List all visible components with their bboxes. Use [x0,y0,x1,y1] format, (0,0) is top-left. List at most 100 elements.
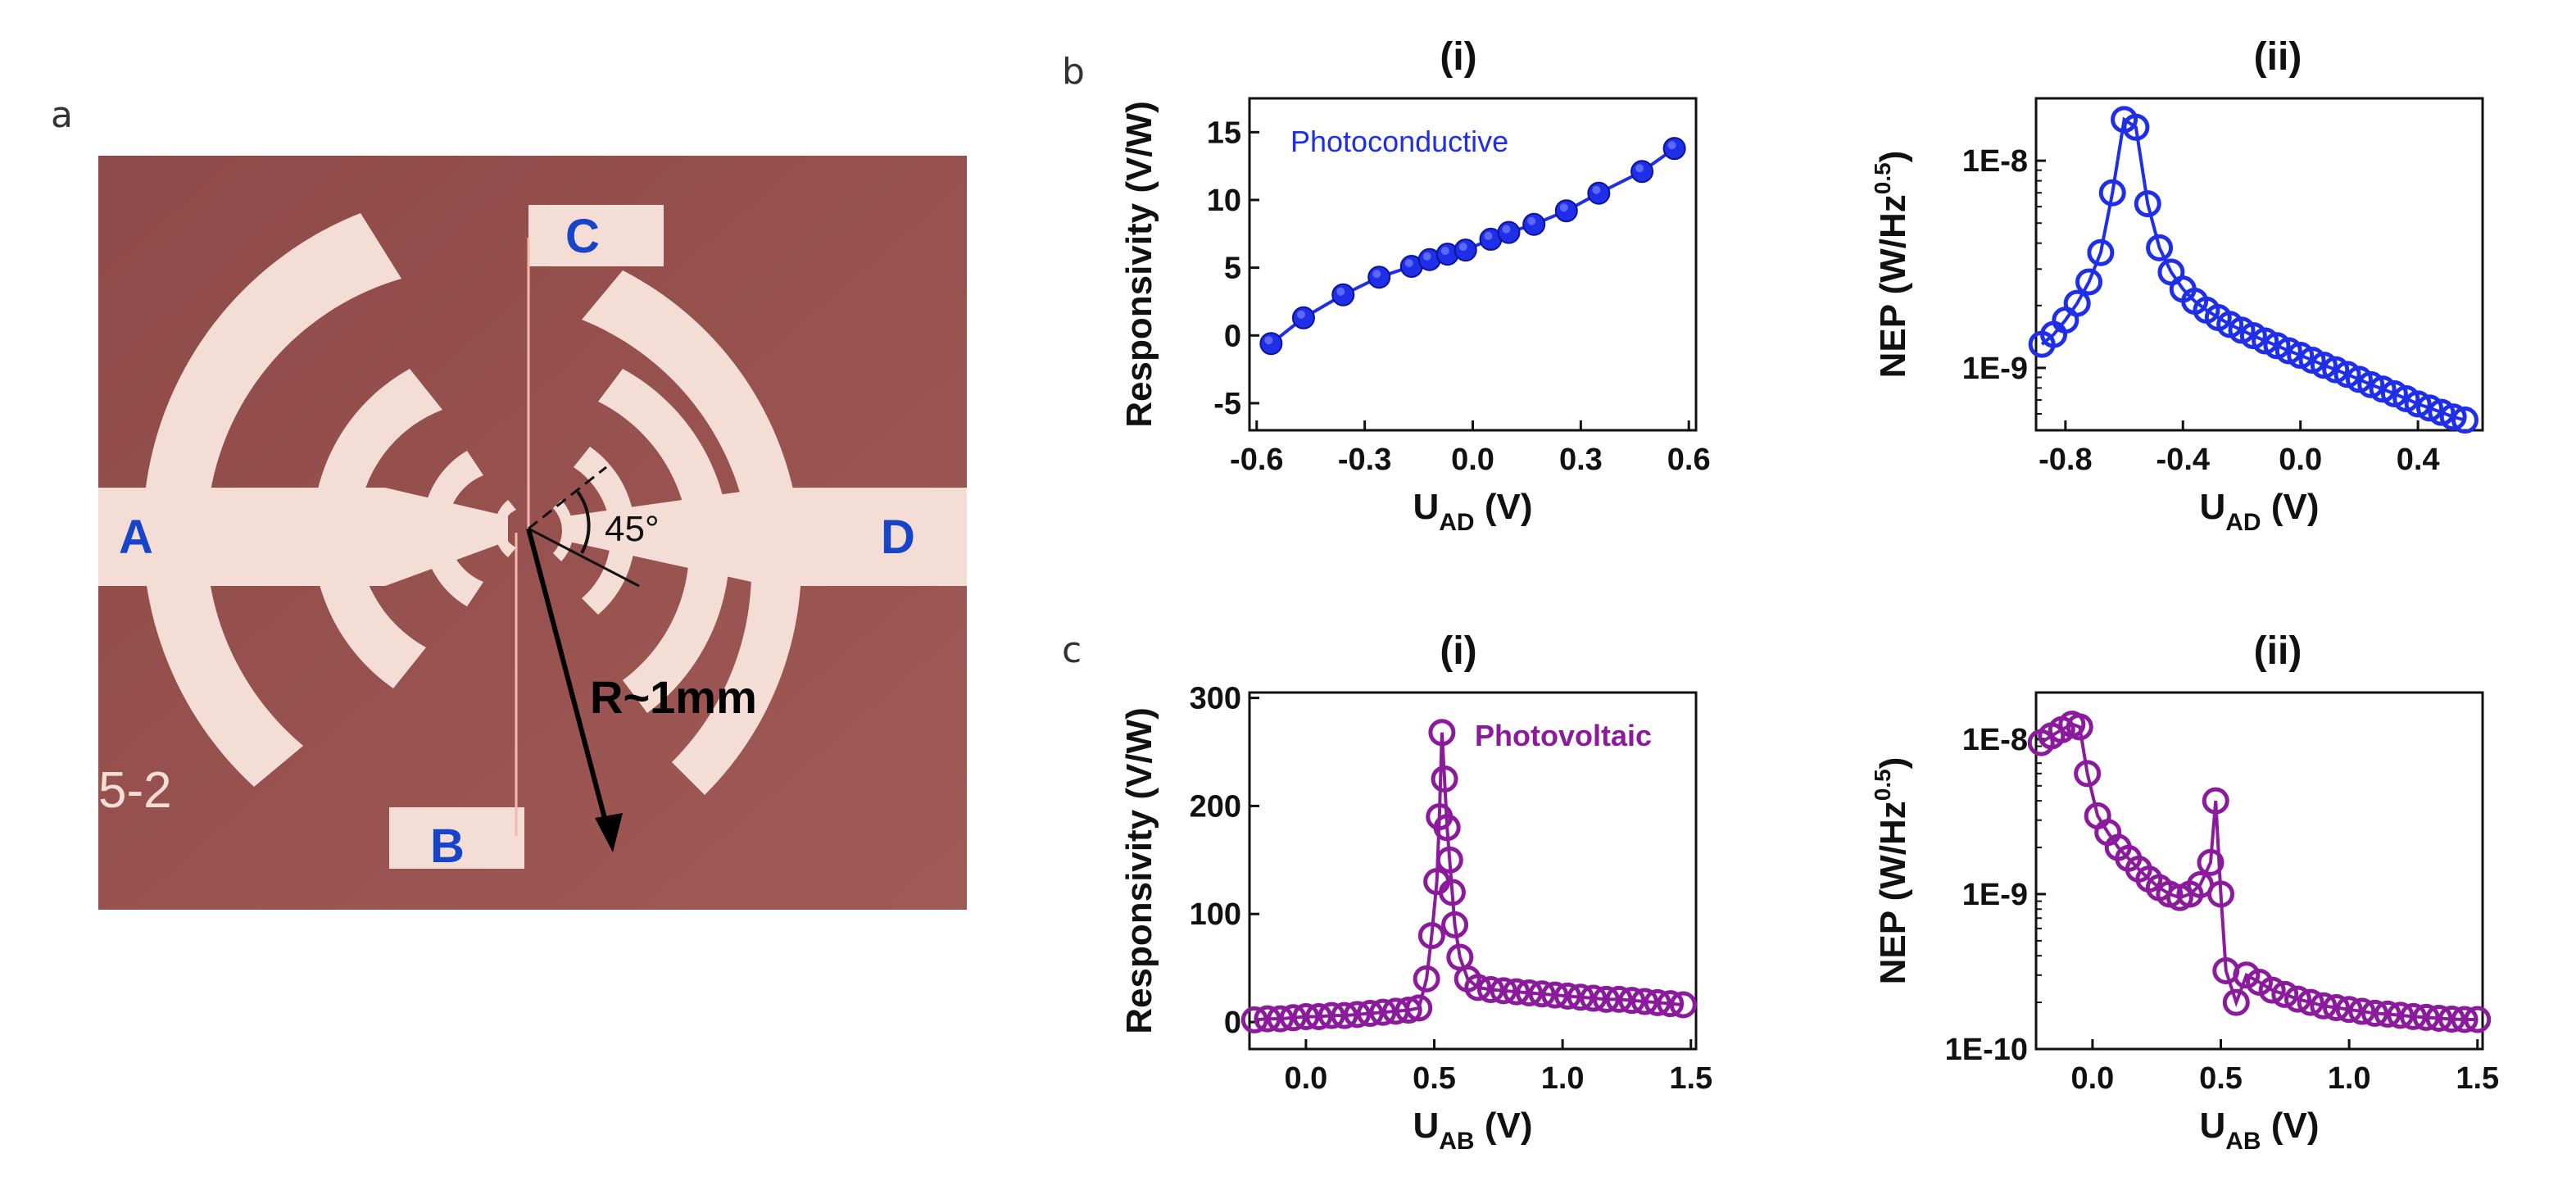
chart-b-ii: (ii) -0.8 -0.4 0.0 0.4 1E-9 1E-8 UAD (V) NEP (W… [1870,35,2484,536]
data-point [1464,974,1492,1002]
data-point [1528,980,1556,1008]
data-point [2310,352,2338,379]
data-point [1405,994,1433,1022]
data-point [1428,719,1456,747]
data-point [1433,814,1461,842]
angle-line-2 [528,527,640,588]
data-point [1592,985,1620,1013]
data-point [1438,879,1466,906]
y-tick-label: 0 [1224,319,1241,353]
data-point-highlight [1336,287,1345,296]
data-point [2271,980,2299,1008]
pad-label-c: C [565,210,600,263]
data-point [1454,238,1477,262]
data-point [2464,1006,2492,1033]
data-point [1567,983,1594,1011]
plot-frame [2034,97,2484,432]
data-point [2122,113,2150,141]
data-point [1554,199,1578,223]
x-tick-label: 0.0 [1451,443,1494,477]
data-point-highlight [1296,310,1305,319]
x-axis-label-main: U [1413,487,1439,527]
data-point-highlight [1527,216,1536,225]
data-point [2425,1004,2453,1032]
series-annotation: Photovoltaic [1475,719,1652,752]
pad-label-d: D [881,511,915,564]
y-axis-label: NEP (W/Hz0.5) [1870,757,1913,985]
data-point [2297,988,2324,1016]
y-axis-label-main: NEP (W/Hz [1873,801,1913,984]
data-point [2258,976,2286,1004]
sample-label: 5-2 [98,762,172,819]
plot-frame [1248,691,1698,1051]
x-axis-label-sub: AB [2225,1128,2261,1155]
x-tick-label: 1.5 [2456,1061,2499,1096]
angle-label: 45° [605,509,660,549]
data-point [1618,987,1646,1015]
x-tick-label: 1.0 [1541,1061,1585,1096]
x-axis-label: UAD (V) [2199,487,2319,536]
data-point [2451,407,2478,434]
data-point [1431,765,1458,793]
data-point [1553,982,1581,1010]
data-point [2439,403,2467,431]
data-point [2063,289,2091,317]
data-point [2074,760,2102,788]
data-point [1522,212,1546,236]
data-point [1476,976,1504,1003]
x-axis-label-main: U [2199,487,2225,527]
data-point [2357,370,2385,398]
x-axis-label-unit: (V) [1475,487,1533,527]
y-tick-label: 1E-8 [1962,144,2028,179]
radius-arrowhead [595,813,623,852]
y-tick-label: 200 [1190,789,1241,824]
data-point [1417,922,1445,950]
data-point-highlight [1372,270,1381,279]
x-axis-label-sub: AB [1439,1128,1474,1155]
data-point [2369,375,2397,403]
data-point-highlight [1667,141,1676,150]
y-axis-label-sup: 0.5 [1870,162,1895,194]
y-axis-label-main: Responsivity (V/W) [1119,101,1159,428]
x-axis-label-main: U [2199,1106,2225,1146]
y-axis-label-end: ) [1873,757,1913,770]
radius-label: R~1mm [590,671,757,723]
series-annotation: Photoconductive [1290,125,1508,158]
data-point-highlight [1264,336,1273,345]
x-tick-label: -0.8 [2039,443,2092,477]
data-point [1503,978,1531,1006]
x-tick-label: 0.4 [2397,443,2440,477]
data-point [2348,997,2376,1025]
data-point [1395,997,1422,1024]
x-axis-label-sub: AD [2225,509,2261,536]
x-axis-label-sub: AD [1439,509,1474,536]
data-point [1344,1001,1372,1029]
data-point [2066,713,2093,741]
data-point [2428,398,2456,426]
data-point-highlight [1502,225,1511,234]
chart-c-ii: (ii) 0.0 0.5 1.0 1.5 1E-10 1E-9 1E-8 UAB (V) NEP… [1870,629,2499,1155]
data-point [2415,394,2443,422]
data-point [1441,911,1469,938]
data-point [2451,1006,2478,1033]
y-tick-label: -5 [1213,387,1241,421]
x-tick-label: 0.0 [2070,1061,2114,1096]
x-axis-label-unit: (V) [2261,487,2320,527]
data-point [2404,390,2432,418]
y-tick-label: 1E-9 [1962,352,2028,386]
data-point [1369,998,1397,1026]
y-tick-label: 15 [1207,116,1241,150]
x-tick-label: 1.5 [1669,1061,1712,1096]
angle-line-1 [528,466,607,530]
x-tick-label: -0.4 [2156,443,2210,477]
data-point [2438,1005,2465,1033]
data-point [2322,356,2350,384]
antenna-metal [98,205,967,869]
data-point-highlight [1484,231,1493,240]
data-point [2197,848,2225,876]
data-point [2146,234,2174,261]
data-point [2322,993,2350,1021]
y-axis-label: Responsivity (V/W) [1119,707,1159,1034]
x-tick-label: -0.6 [1230,443,1283,477]
data-point-highlight [1422,252,1431,261]
